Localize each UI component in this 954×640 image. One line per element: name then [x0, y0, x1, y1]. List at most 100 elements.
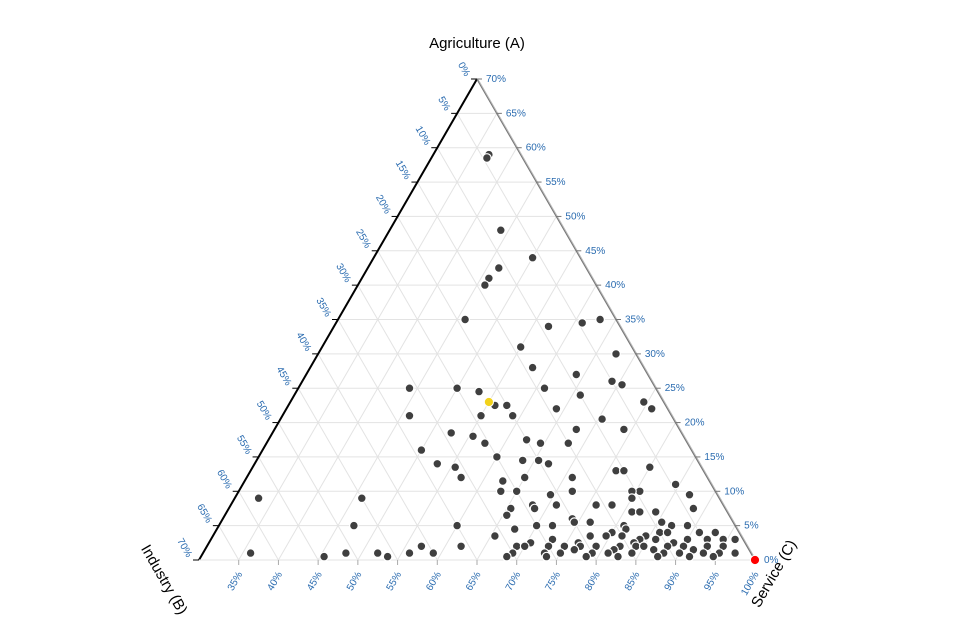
data-point[interactable] — [670, 479, 681, 490]
data-point[interactable] — [533, 455, 544, 466]
data-point[interactable] — [591, 500, 601, 510]
data-point[interactable] — [662, 527, 673, 538]
data-point[interactable] — [563, 438, 574, 449]
data-point[interactable] — [551, 403, 562, 414]
data-point[interactable] — [607, 376, 617, 387]
data-point[interactable] — [656, 517, 667, 528]
data-point[interactable] — [492, 452, 502, 462]
data-point[interactable] — [613, 551, 623, 562]
data-point[interactable] — [416, 445, 427, 456]
data-point[interactable] — [710, 527, 721, 538]
data-point[interactable] — [501, 400, 512, 411]
data-point[interactable] — [341, 548, 351, 558]
data-point[interactable] — [501, 551, 512, 562]
data-point[interactable] — [490, 531, 500, 541]
data-point[interactable] — [627, 493, 637, 504]
data-point[interactable] — [597, 414, 607, 425]
data-point[interactable] — [577, 318, 588, 328]
data-point[interactable] — [428, 548, 439, 558]
data-point[interactable] — [619, 465, 629, 476]
data-point[interactable] — [356, 493, 367, 504]
data-point[interactable] — [450, 462, 461, 473]
data-point[interactable] — [543, 458, 554, 469]
data-point[interactable] — [416, 541, 427, 552]
data-point[interactable] — [456, 472, 467, 483]
data-point[interactable] — [529, 503, 540, 514]
data-point[interactable] — [652, 551, 663, 562]
data-point[interactable] — [474, 386, 484, 397]
data-point[interactable] — [497, 476, 508, 486]
data-point[interactable] — [684, 551, 695, 562]
data-point[interactable] — [372, 548, 383, 558]
data-point[interactable] — [619, 424, 629, 435]
data-point[interactable] — [547, 520, 558, 531]
data-point[interactable] — [541, 551, 552, 562]
data-point[interactable] — [452, 520, 463, 531]
data-point[interactable] — [551, 500, 562, 510]
data-point[interactable] — [567, 472, 578, 483]
data-point[interactable] — [507, 410, 518, 421]
data-point[interactable] — [531, 520, 542, 531]
data-point[interactable] — [476, 410, 486, 421]
data-point[interactable] — [519, 472, 530, 483]
data-point[interactable] — [545, 489, 556, 500]
data-point[interactable] — [617, 379, 627, 390]
data-point[interactable] — [480, 438, 490, 449]
data-point[interactable] — [581, 551, 592, 562]
data-point[interactable] — [519, 541, 530, 552]
data-point[interactable] — [601, 531, 611, 541]
data-point[interactable] — [527, 252, 538, 263]
data-point[interactable] — [611, 349, 621, 359]
data-point[interactable] — [585, 517, 596, 528]
data-point[interactable] — [569, 544, 580, 555]
data-point[interactable] — [644, 462, 655, 473]
data-point[interactable] — [567, 486, 578, 497]
data-point[interactable] — [650, 534, 661, 545]
data-point[interactable] — [638, 541, 649, 552]
data-point[interactable] — [527, 362, 538, 373]
data-point[interactable] — [650, 507, 661, 517]
data-point[interactable] — [511, 486, 522, 497]
data-point[interactable] — [495, 486, 506, 497]
data-point[interactable] — [452, 383, 463, 394]
data-point[interactable] — [404, 383, 415, 394]
data-point[interactable] — [634, 507, 645, 517]
data-point[interactable] — [349, 520, 359, 531]
data-point[interactable] — [319, 551, 330, 562]
data-point[interactable] — [404, 548, 415, 558]
data-point[interactable] — [382, 551, 393, 562]
data-point[interactable] — [571, 424, 582, 435]
data-point[interactable] — [638, 397, 649, 407]
data-point[interactable] — [480, 280, 490, 291]
data-point[interactable] — [603, 548, 613, 558]
data-point[interactable] — [521, 434, 532, 445]
data-point[interactable] — [539, 383, 550, 394]
data-point[interactable] — [432, 458, 443, 469]
data-point[interactable] — [468, 431, 478, 442]
data-point[interactable] — [501, 510, 512, 521]
data-point[interactable] — [482, 153, 492, 163]
data-point[interactable] — [607, 500, 617, 510]
data-point[interactable] — [569, 517, 580, 528]
data-point[interactable] — [627, 548, 637, 558]
data-point[interactable] — [595, 314, 605, 325]
data-point[interactable] — [730, 534, 740, 545]
data-point[interactable] — [493, 263, 504, 273]
data-point[interactable] — [517, 455, 528, 466]
data-point[interactable] — [456, 541, 467, 552]
data-point[interactable] — [682, 520, 693, 531]
data-point[interactable] — [708, 551, 719, 562]
data-point[interactable] — [575, 390, 586, 401]
data-point[interactable] — [646, 403, 657, 414]
highlighted-data-point[interactable] — [483, 396, 494, 408]
data-point[interactable] — [730, 548, 740, 558]
data-point[interactable] — [245, 548, 256, 558]
data-point[interactable] — [674, 548, 685, 558]
data-point[interactable] — [571, 369, 582, 380]
data-point[interactable] — [555, 548, 566, 558]
data-point[interactable] — [515, 342, 526, 352]
data-point[interactable] — [698, 548, 709, 558]
data-point[interactable] — [684, 489, 695, 500]
data-point[interactable] — [543, 321, 554, 332]
data-point[interactable] — [535, 438, 546, 449]
